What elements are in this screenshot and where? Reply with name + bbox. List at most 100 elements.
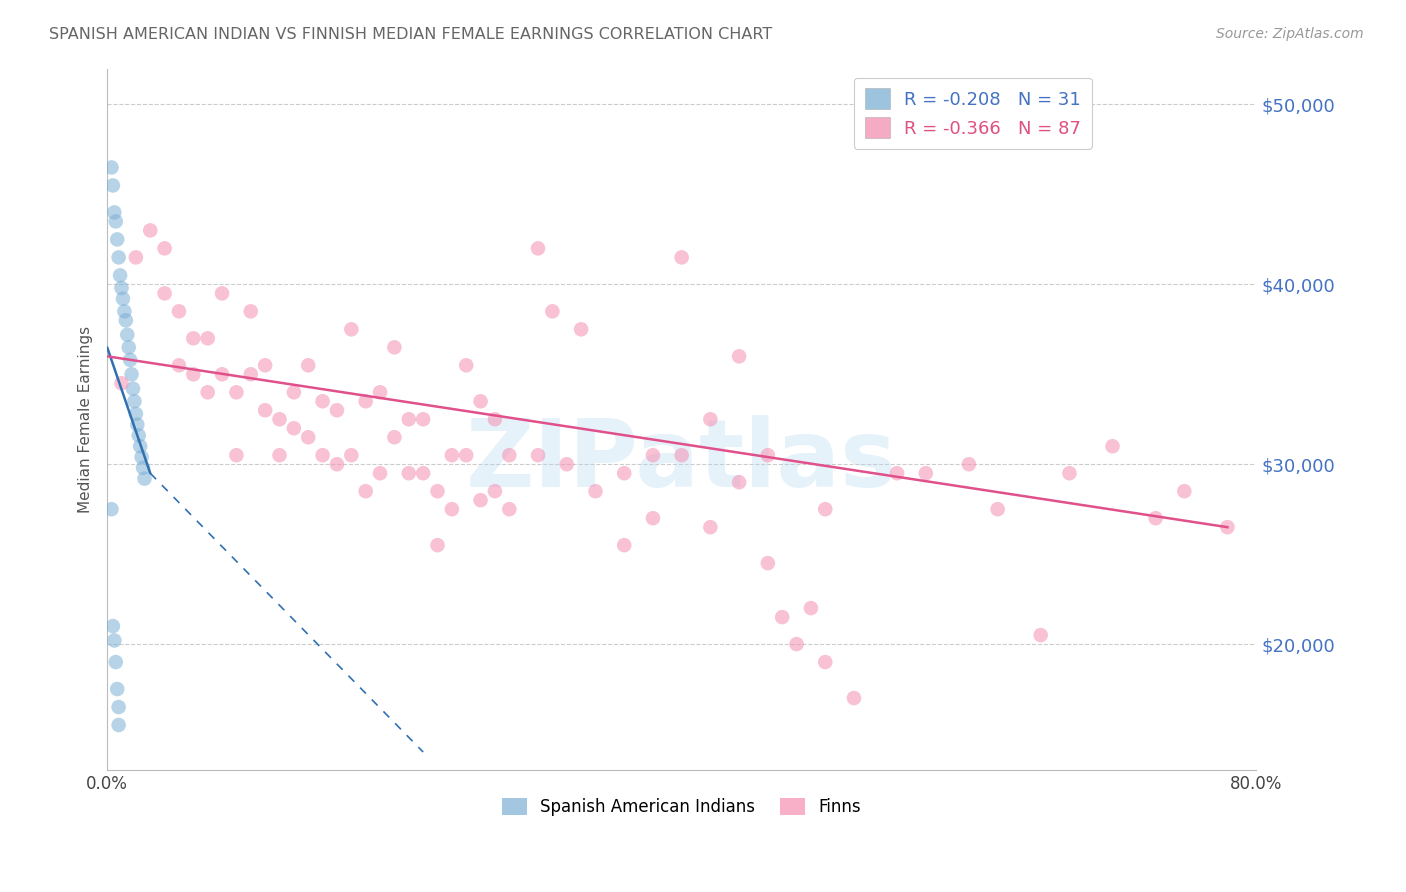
Point	[957, 457, 980, 471]
Point	[1101, 439, 1123, 453]
Point	[585, 484, 607, 499]
Point	[101, 178, 124, 193]
Point	[440, 448, 463, 462]
Point	[120, 352, 142, 367]
Point	[254, 359, 277, 373]
Point	[114, 313, 136, 327]
Point	[167, 359, 190, 373]
Point	[756, 556, 779, 570]
Point	[269, 448, 291, 462]
Point	[197, 385, 219, 400]
Point	[398, 412, 420, 426]
Point	[117, 327, 139, 342]
Point	[211, 286, 233, 301]
Point	[770, 610, 793, 624]
Point	[101, 619, 124, 633]
Point	[131, 450, 153, 464]
Point	[283, 421, 305, 435]
Point	[354, 484, 377, 499]
Point	[122, 382, 145, 396]
Point	[105, 232, 128, 246]
Point	[569, 322, 592, 336]
Point	[1173, 484, 1195, 499]
Point	[297, 359, 319, 373]
Point	[613, 467, 636, 481]
Point	[129, 439, 152, 453]
Point	[456, 448, 478, 462]
Point	[498, 502, 520, 516]
Point	[456, 359, 478, 373]
Point	[183, 368, 205, 382]
Point	[111, 292, 134, 306]
Text: SPANISH AMERICAN INDIAN VS FINNISH MEDIAN FEMALE EARNINGS CORRELATION CHART: SPANISH AMERICAN INDIAN VS FINNISH MEDIA…	[49, 27, 772, 42]
Point	[132, 460, 155, 475]
Point	[107, 718, 129, 732]
Point	[197, 331, 219, 345]
Point	[104, 655, 127, 669]
Point	[613, 538, 636, 552]
Point	[1029, 628, 1052, 642]
Point	[555, 457, 578, 471]
Point	[239, 368, 262, 382]
Point	[641, 511, 664, 525]
Point	[128, 428, 150, 442]
Point	[814, 502, 837, 516]
Point	[118, 340, 141, 354]
Point	[541, 304, 564, 318]
Point	[412, 467, 434, 481]
Point	[340, 448, 363, 462]
Legend: Spanish American Indians, Finns: Spanish American Indians, Finns	[494, 790, 870, 825]
Point	[100, 502, 122, 516]
Point	[103, 633, 125, 648]
Point	[800, 601, 823, 615]
Point	[239, 304, 262, 318]
Point	[153, 286, 176, 301]
Point	[384, 430, 406, 444]
Point	[311, 394, 333, 409]
Point	[103, 205, 125, 219]
Point	[269, 412, 291, 426]
Point	[498, 448, 520, 462]
Point	[699, 412, 721, 426]
Point	[671, 448, 693, 462]
Point	[987, 502, 1010, 516]
Point	[121, 368, 143, 382]
Point	[699, 520, 721, 534]
Point	[124, 394, 146, 409]
Point	[125, 407, 148, 421]
Point	[167, 304, 190, 318]
Point	[297, 430, 319, 444]
Point	[326, 457, 349, 471]
Point	[641, 448, 664, 462]
Point	[254, 403, 277, 417]
Point	[786, 637, 808, 651]
Point	[470, 394, 492, 409]
Point	[311, 448, 333, 462]
Point	[484, 412, 506, 426]
Point	[426, 538, 449, 552]
Point	[914, 467, 936, 481]
Point	[470, 493, 492, 508]
Point	[100, 161, 122, 175]
Point	[108, 268, 131, 283]
Point	[127, 417, 149, 432]
Point	[842, 691, 865, 706]
Point	[671, 251, 693, 265]
Point	[134, 472, 156, 486]
Point	[1059, 467, 1081, 481]
Point	[426, 484, 449, 499]
Text: ZIPatlas: ZIPatlas	[465, 416, 897, 508]
Point	[368, 467, 391, 481]
Point	[326, 403, 349, 417]
Point	[225, 385, 247, 400]
Point	[104, 214, 127, 228]
Point	[283, 385, 305, 400]
Point	[398, 467, 420, 481]
Point	[412, 412, 434, 426]
Point	[728, 475, 751, 490]
Point	[107, 251, 129, 265]
Point	[354, 394, 377, 409]
Point	[484, 484, 506, 499]
Point	[368, 385, 391, 400]
Point	[1144, 511, 1167, 525]
